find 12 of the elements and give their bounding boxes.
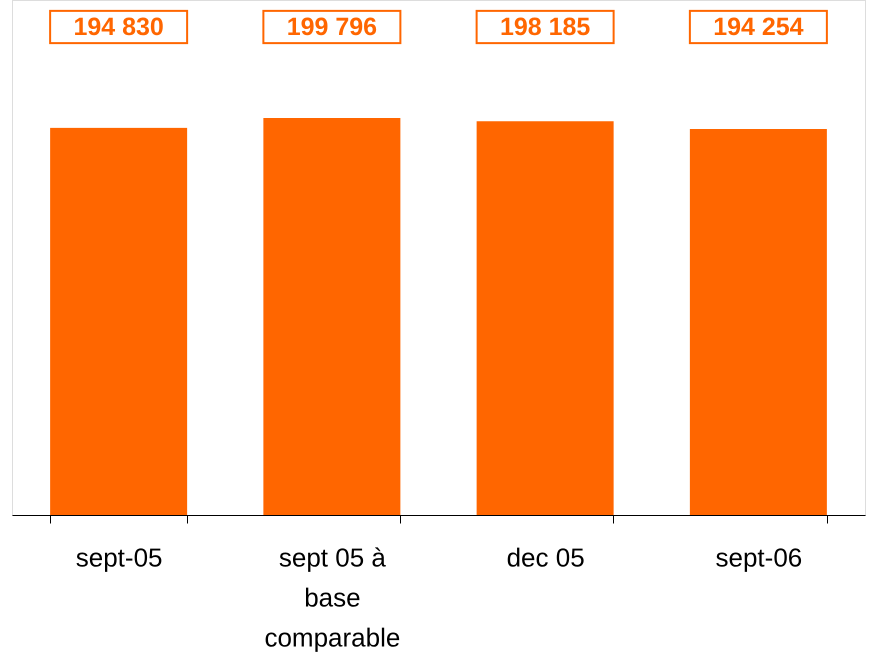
x-tick-label: sept-05 [76,542,162,572]
bar [476,121,614,515]
x-tick-label: dec 05 [506,542,585,572]
data-label: 194 830 [73,13,164,41]
x-tick-label: sept-06 [716,542,802,572]
x-tick-label: sept 05 à base comparable [264,542,400,652]
bar [263,118,400,515]
data-label: 199 796 [286,13,378,41]
data-label: 198 185 [500,13,590,41]
bar [50,128,188,515]
bar [690,129,827,515]
data-label: 194 254 [713,13,804,41]
